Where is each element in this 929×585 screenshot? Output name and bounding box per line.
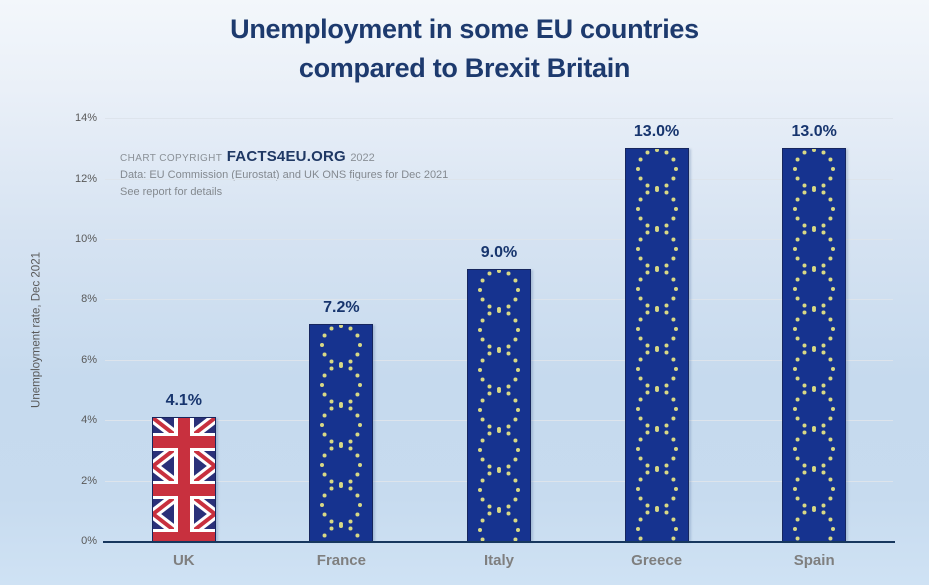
eu-flag-fill xyxy=(783,149,846,542)
data-source-line: Data: EU Commission (Eurostat) and UK ON… xyxy=(120,169,449,181)
gridline-12pct xyxy=(105,178,893,180)
copyright-year: 2022 xyxy=(350,152,375,164)
bar-uk xyxy=(151,417,216,542)
y-tick-label-2pct: 2% xyxy=(81,474,97,487)
eu-flag-fill xyxy=(625,149,688,542)
bar-italy xyxy=(467,269,531,542)
eu-flag-fill xyxy=(310,324,373,542)
value-label-greece: 13.0% xyxy=(633,123,680,141)
value-label-france: 7.2% xyxy=(323,298,360,316)
y-tick-label-4pct: 4% xyxy=(81,414,97,427)
gridline-10pct xyxy=(105,239,893,240)
value-label-italy: 9.0% xyxy=(480,244,518,262)
gridline-14pct xyxy=(105,118,893,120)
category-label-france: France xyxy=(316,552,366,569)
chart-title: Unemployment in some EU countries compar… xyxy=(0,10,929,88)
category-label-greece: Greece xyxy=(631,552,683,569)
bar-france xyxy=(309,323,374,542)
y-tick-label-6pct: 6% xyxy=(81,353,97,366)
eu-flag-fill xyxy=(468,270,530,542)
copyright-brand: FACTS4EU.ORG xyxy=(226,148,346,165)
bar-greece xyxy=(624,148,689,542)
y-tick-label-14pct: 14% xyxy=(74,112,97,125)
uk-flag-fill xyxy=(152,418,215,542)
category-label-uk: UK xyxy=(172,552,195,569)
value-label-spain: 13.0% xyxy=(791,123,837,141)
y-tick-label-12pct: 12% xyxy=(74,172,97,185)
value-label-uk: 4.1% xyxy=(165,392,203,410)
category-label-spain: Spain xyxy=(793,552,835,569)
copyright-line: CHART COPYRIGHT FACTS4EU.ORG 2022 xyxy=(120,149,448,166)
report-note-line: See report for details xyxy=(120,186,223,198)
copyright-block: CHART COPYRIGHT FACTS4EU.ORG 2022 Data: … xyxy=(120,149,448,200)
x-axis-line xyxy=(103,541,895,543)
y-tick-label-10pct: 10% xyxy=(74,233,97,245)
bar-spain xyxy=(782,148,847,542)
category-label-italy: Italy xyxy=(483,552,514,569)
copyright-prefix: CHART COPYRIGHT xyxy=(120,153,223,164)
chart-title-line1: Unemployment in some EU countries xyxy=(230,14,699,44)
y-tick-label-8pct: 8% xyxy=(81,293,97,306)
chart-title-line2: compared to Brexit Britain xyxy=(298,53,631,83)
y-tick-label-0pct: 0% xyxy=(81,535,97,547)
y-axis-title: Unemployment rate, Dec 2021 xyxy=(30,252,43,408)
